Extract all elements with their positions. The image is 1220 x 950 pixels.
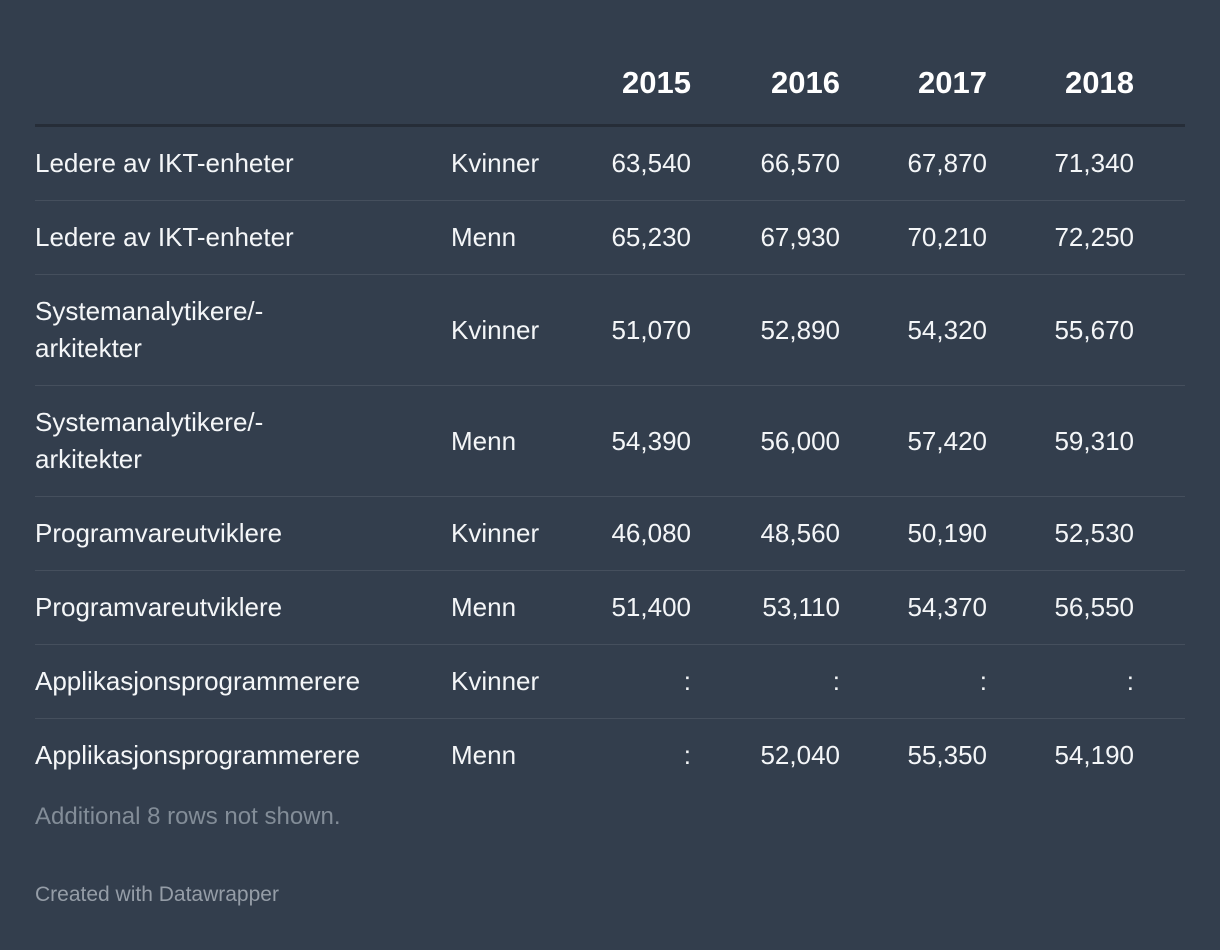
table-row: Ledere av IKT-enheter Kvinner 63,540 66,… <box>35 125 1185 201</box>
occupation-column-header <box>35 0 451 127</box>
gender-cell: Kvinner <box>451 125 543 201</box>
value-cell: : <box>683 740 691 770</box>
value-cell: 71,340 <box>987 125 1185 201</box>
value-cell: 55,670 <box>987 274 1185 386</box>
year-column-header-2017: 2017 <box>840 0 987 127</box>
gender-cell: Menn <box>451 740 517 770</box>
table-row: Ledere av IKT-enheter Menn 65,230 67,930… <box>35 200 1185 275</box>
table-body: Ledere av IKT-enheter Kvinner 63,540 66,… <box>35 125 1185 793</box>
value-cell: : <box>543 644 691 719</box>
value-cell: 48,560 <box>691 496 840 571</box>
table-row: Systemanalytikere/- arkitekter Menn 54,3… <box>35 385 1185 497</box>
gender-cell: Menn <box>451 570 543 645</box>
occupation-cell: Programvareutviklere <box>35 496 451 571</box>
value-cell: 65,230 <box>543 200 691 275</box>
occupation-cell: Applikasjonsprogrammerere <box>35 644 451 719</box>
more-rows-note: Additional 8 rows not shown. <box>35 803 341 830</box>
occupation-cell: Ledere av IKT-enheter <box>35 200 451 275</box>
gender-cell: Menn <box>451 385 543 497</box>
year-column-header-2016: 2016 <box>691 0 840 127</box>
value-cell: 54,390 <box>543 385 691 497</box>
value-cell: : <box>987 644 1185 719</box>
gender-cell: Kvinner <box>451 496 543 571</box>
datawrapper-attribution-link[interactable]: Created with Datawrapper <box>35 883 279 906</box>
value-cell: 50,190 <box>840 496 987 571</box>
table-row: Programvareutviklere Menn 51,400 53,110 … <box>35 570 1185 645</box>
occupation-cell: Applikasjonsprogrammerere <box>35 740 361 770</box>
value-cell: 72,250 <box>987 200 1185 275</box>
value-cell: 59,310 <box>987 385 1185 497</box>
value-cell: 66,570 <box>691 125 840 201</box>
value-cell: 51,070 <box>543 274 691 386</box>
value-cell: : <box>840 644 987 719</box>
value-cell: 53,110 <box>691 570 840 645</box>
value-cell: 54,190 <box>1054 740 1134 770</box>
year-column-header-2015: 2015 <box>543 0 691 127</box>
value-cell: 56,000 <box>691 385 840 497</box>
table-row: Systemanalytikere/- arkitekter Kvinner 5… <box>35 274 1185 386</box>
value-cell: 67,870 <box>840 125 987 201</box>
value-cell: : <box>691 644 840 719</box>
gender-cell: Kvinner <box>451 274 543 386</box>
table-row: Applikasjonsprogrammerere Kvinner : : : … <box>35 644 1185 719</box>
value-cell: 55,350 <box>907 740 987 770</box>
value-cell: 54,320 <box>840 274 987 386</box>
gender-column-header <box>451 0 543 127</box>
table-header-row: 2015 2016 2017 2018 <box>35 0 1185 127</box>
value-cell: 67,930 <box>691 200 840 275</box>
year-column-header-2018: 2018 <box>987 0 1185 127</box>
occupation-cell: Systemanalytikere/- arkitekter <box>35 274 451 386</box>
salary-table: 2015 2016 2017 2018 Ledere av IKT-enhete… <box>35 0 1185 792</box>
value-cell: 46,080 <box>543 496 691 571</box>
table-container: 2015 2016 2017 2018 Ledere av IKT-enhete… <box>35 0 1185 906</box>
value-cell: 70,210 <box>840 200 987 275</box>
gender-cell: Menn <box>451 200 543 275</box>
occupation-cell: Systemanalytikere/- arkitekter <box>35 385 451 497</box>
table-row: Applikasjonsprogrammerere Menn : 52,040 … <box>35 719 1185 793</box>
value-cell: 52,040 <box>760 740 840 770</box>
value-cell: 63,540 <box>543 125 691 201</box>
table-row: Programvareutviklere Kvinner 46,080 48,5… <box>35 496 1185 571</box>
value-cell: 56,550 <box>987 570 1185 645</box>
value-cell: 51,400 <box>543 570 691 645</box>
occupation-cell: Programvareutviklere <box>35 570 451 645</box>
value-cell: 52,530 <box>987 496 1185 571</box>
value-cell: 52,890 <box>691 274 840 386</box>
value-cell: 54,370 <box>840 570 987 645</box>
occupation-cell: Ledere av IKT-enheter <box>35 125 451 201</box>
value-cell: 57,420 <box>840 385 987 497</box>
gender-cell: Kvinner <box>451 644 543 719</box>
